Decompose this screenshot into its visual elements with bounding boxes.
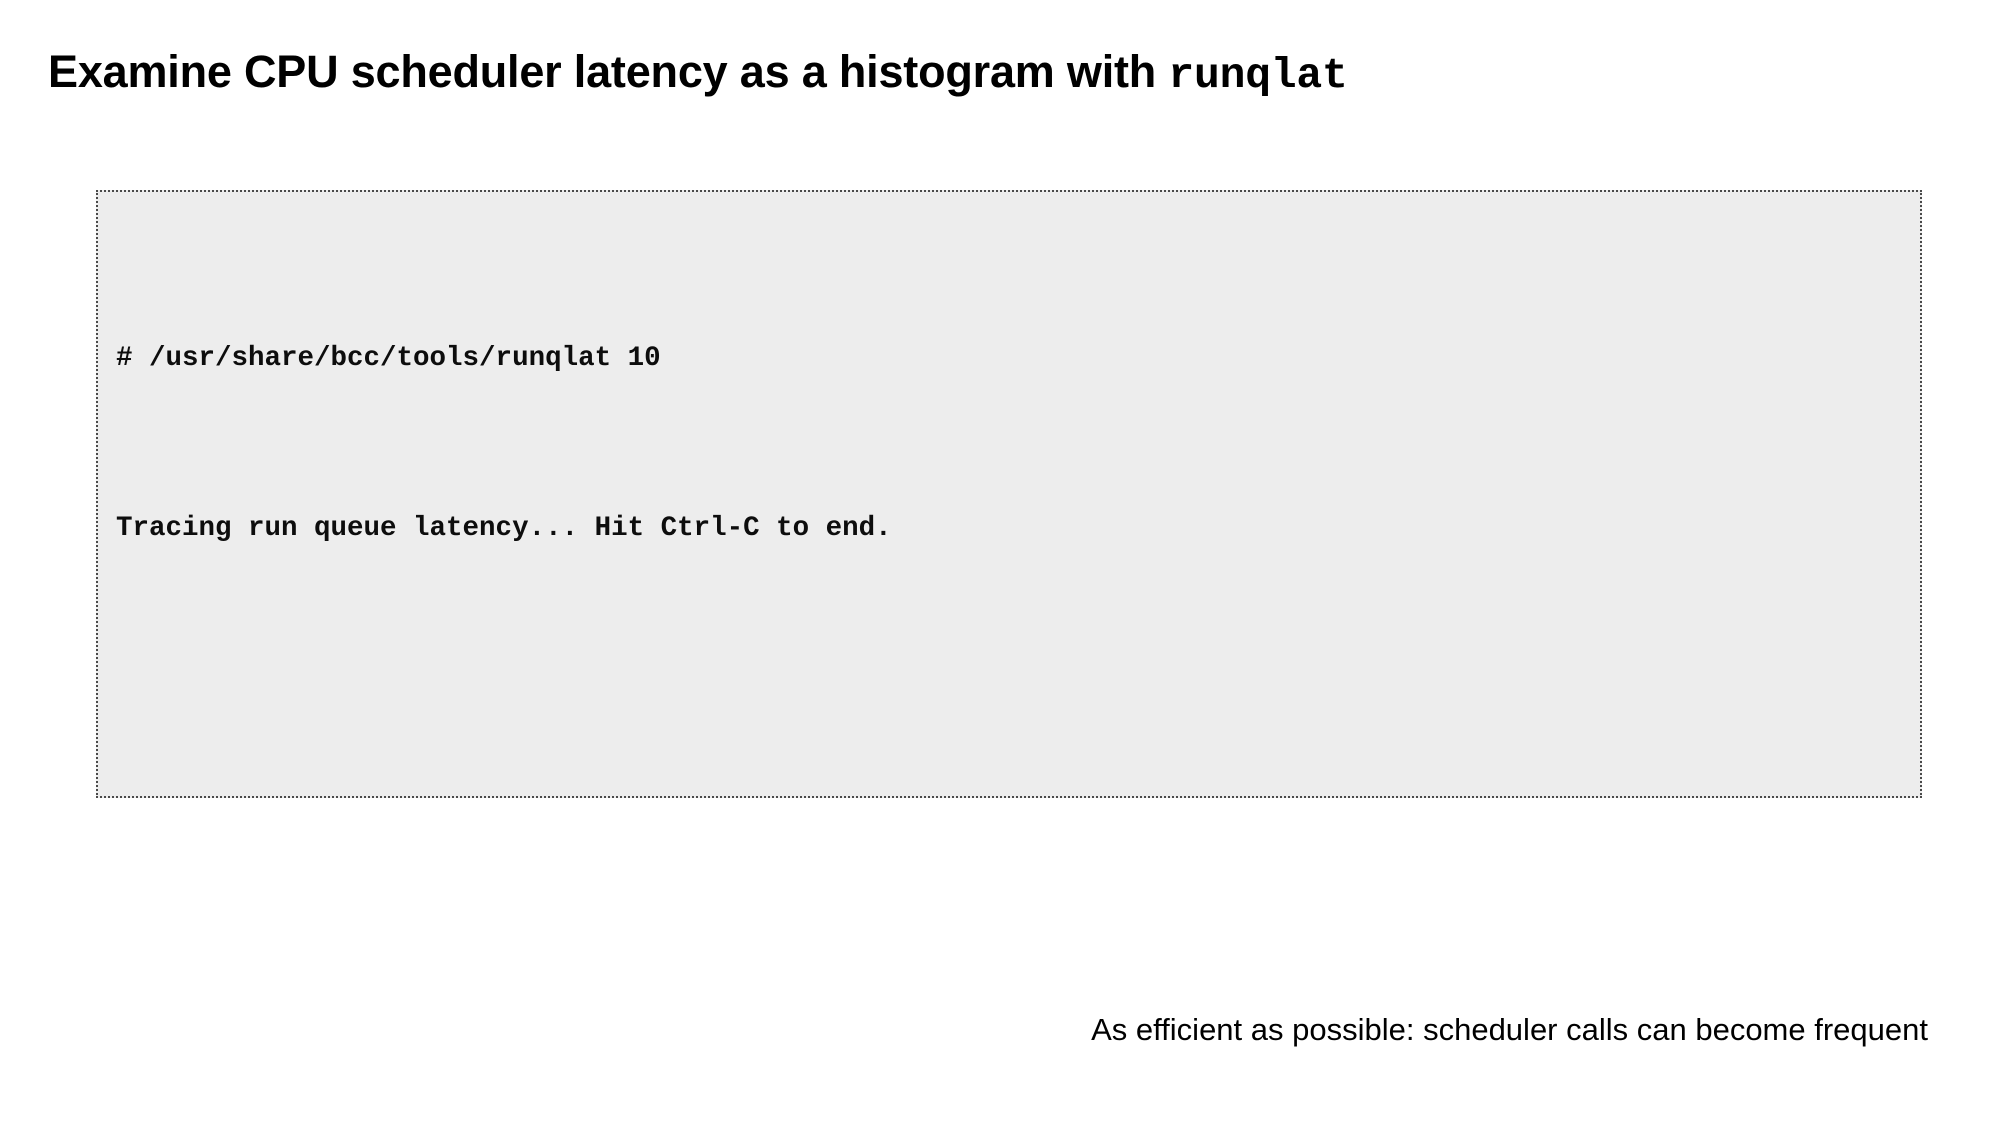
page-title-tool-name: runqlat <box>1168 51 1348 100</box>
terminal-text: # /usr/share/bcc/tools/runqlat 10 Tracin… <box>98 210 1920 796</box>
page-title: Examine CPU scheduler latency as a histo… <box>48 46 1348 100</box>
slide-caption: As efficient as possible: scheduler call… <box>1091 1012 1928 1047</box>
terminal-blank-line <box>98 678 1920 721</box>
page-title-text: Examine CPU scheduler latency as a histo… <box>48 46 1169 97</box>
terminal-status-line: Tracing run queue latency... Hit Ctrl-C … <box>116 512 892 544</box>
terminal-output-block: # /usr/share/bcc/tools/runqlat 10 Tracin… <box>96 190 1922 798</box>
terminal-prompt-line: # /usr/share/bcc/tools/runqlat 10 <box>116 342 661 374</box>
